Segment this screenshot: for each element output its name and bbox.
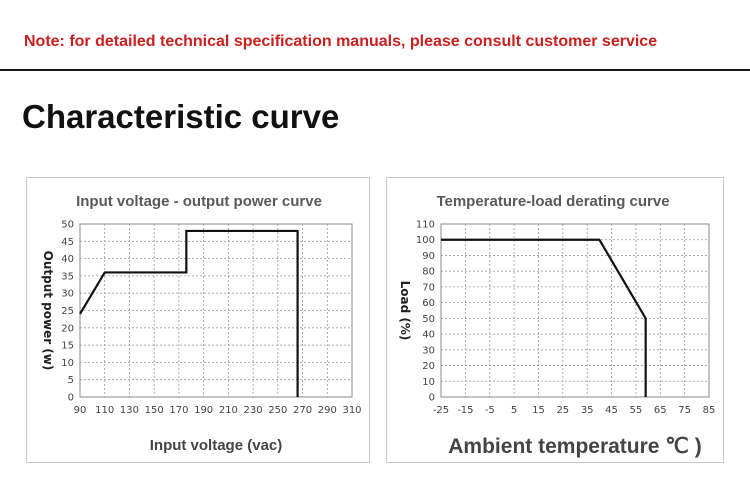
derating-curve-chart: -25 -15 -5 5 15 25 35 45 55 65 75 85 0 10 20 30 40 50 60 70… <box>398 193 716 458</box>
y-tick-label: 50 <box>422 314 435 325</box>
x-axis-label: Ambient temperature ℃ ) <box>448 435 701 458</box>
x-tick-label: 25 <box>556 405 569 416</box>
y-axis-label: Load (%) <box>398 281 412 341</box>
x-tick-label: 130 <box>120 405 139 416</box>
derating-curve-panel: -25 -15 -5 5 15 25 35 45 55 65 75 85 0 10 20 30 40 50 60 70… <box>386 177 724 463</box>
power-curve-panel: 90 110 130 150 170 190 210 230 250 270 290 310 0 5 10 1… <box>26 177 370 463</box>
x-tick-label: 310 <box>342 405 361 416</box>
x-tick-label: -5 <box>485 405 495 416</box>
series-line <box>441 238 647 397</box>
x-axis-label: Input voltage (vac) <box>150 437 283 454</box>
y-tick-label: 25 <box>61 306 74 317</box>
power-curve-chart: 90 110 130 150 170 190 210 230 250 270 290 310 0 5 10 1… <box>41 193 362 454</box>
y-tick-label: 10 <box>422 377 435 388</box>
x-tick-label: 270 <box>293 405 312 416</box>
chart-title: Input voltage - output power curve <box>76 193 322 210</box>
y-tick-label: 70 <box>422 282 435 293</box>
y-tick-label: 80 <box>422 267 435 278</box>
x-tick-label: 75 <box>678 405 691 416</box>
x-tick-label: 45 <box>605 405 618 416</box>
y-tick-label: 30 <box>61 289 74 300</box>
y-tick-label: 50 <box>61 220 74 231</box>
divider-line <box>0 69 750 71</box>
x-tick-label: 250 <box>268 405 287 416</box>
y-tick-label: 60 <box>422 298 435 309</box>
x-tick-label: -25 <box>433 405 449 416</box>
page-heading: Characteristic curve <box>22 98 340 135</box>
plot-frame <box>440 223 710 398</box>
x-tick-label: 170 <box>169 405 188 416</box>
x-tick-label: 55 <box>630 405 643 416</box>
y-tick-label: 0 <box>68 393 74 404</box>
x-tick-label: 90 <box>74 405 87 416</box>
x-tick-label: 65 <box>654 405 667 416</box>
plot-frame <box>79 223 353 398</box>
y-tick-label: 0 <box>429 393 435 404</box>
y-tick-label: 15 <box>61 341 74 352</box>
x-tick-label: 85 <box>703 405 716 416</box>
x-tick-label: 35 <box>581 405 594 416</box>
x-tick-label: -15 <box>457 405 473 416</box>
x-tick-label: 110 <box>95 405 114 416</box>
y-tick-label: 20 <box>61 323 74 334</box>
y-tick-label: 40 <box>61 254 74 265</box>
x-tick-label: 210 <box>219 405 238 416</box>
x-tick-label: 15 <box>532 405 545 416</box>
y-tick-label: 110 <box>416 220 435 231</box>
y-tick-label: 100 <box>416 235 435 246</box>
x-tick-label: 230 <box>244 405 263 416</box>
y-tick-label: 5 <box>68 375 74 386</box>
chart-title: Temperature-load derating curve <box>436 193 669 210</box>
x-tick-label: 5 <box>511 405 517 416</box>
series-line <box>79 229 299 397</box>
service-note: Note: for detailed technical specificati… <box>24 33 658 50</box>
y-tick-label: 20 <box>422 361 435 372</box>
y-tick-label: 90 <box>422 251 435 262</box>
y-tick-label: 40 <box>422 330 435 341</box>
y-tick-label: 30 <box>422 345 435 356</box>
x-tick-label: 190 <box>194 405 213 416</box>
y-tick-label: 10 <box>61 358 74 369</box>
x-tick-label: 150 <box>145 405 164 416</box>
x-tick-label: 290 <box>318 405 337 416</box>
y-tick-label: 45 <box>61 237 74 248</box>
y-tick-label: 35 <box>61 271 74 282</box>
y-axis-label: Output power (w) <box>41 251 55 371</box>
